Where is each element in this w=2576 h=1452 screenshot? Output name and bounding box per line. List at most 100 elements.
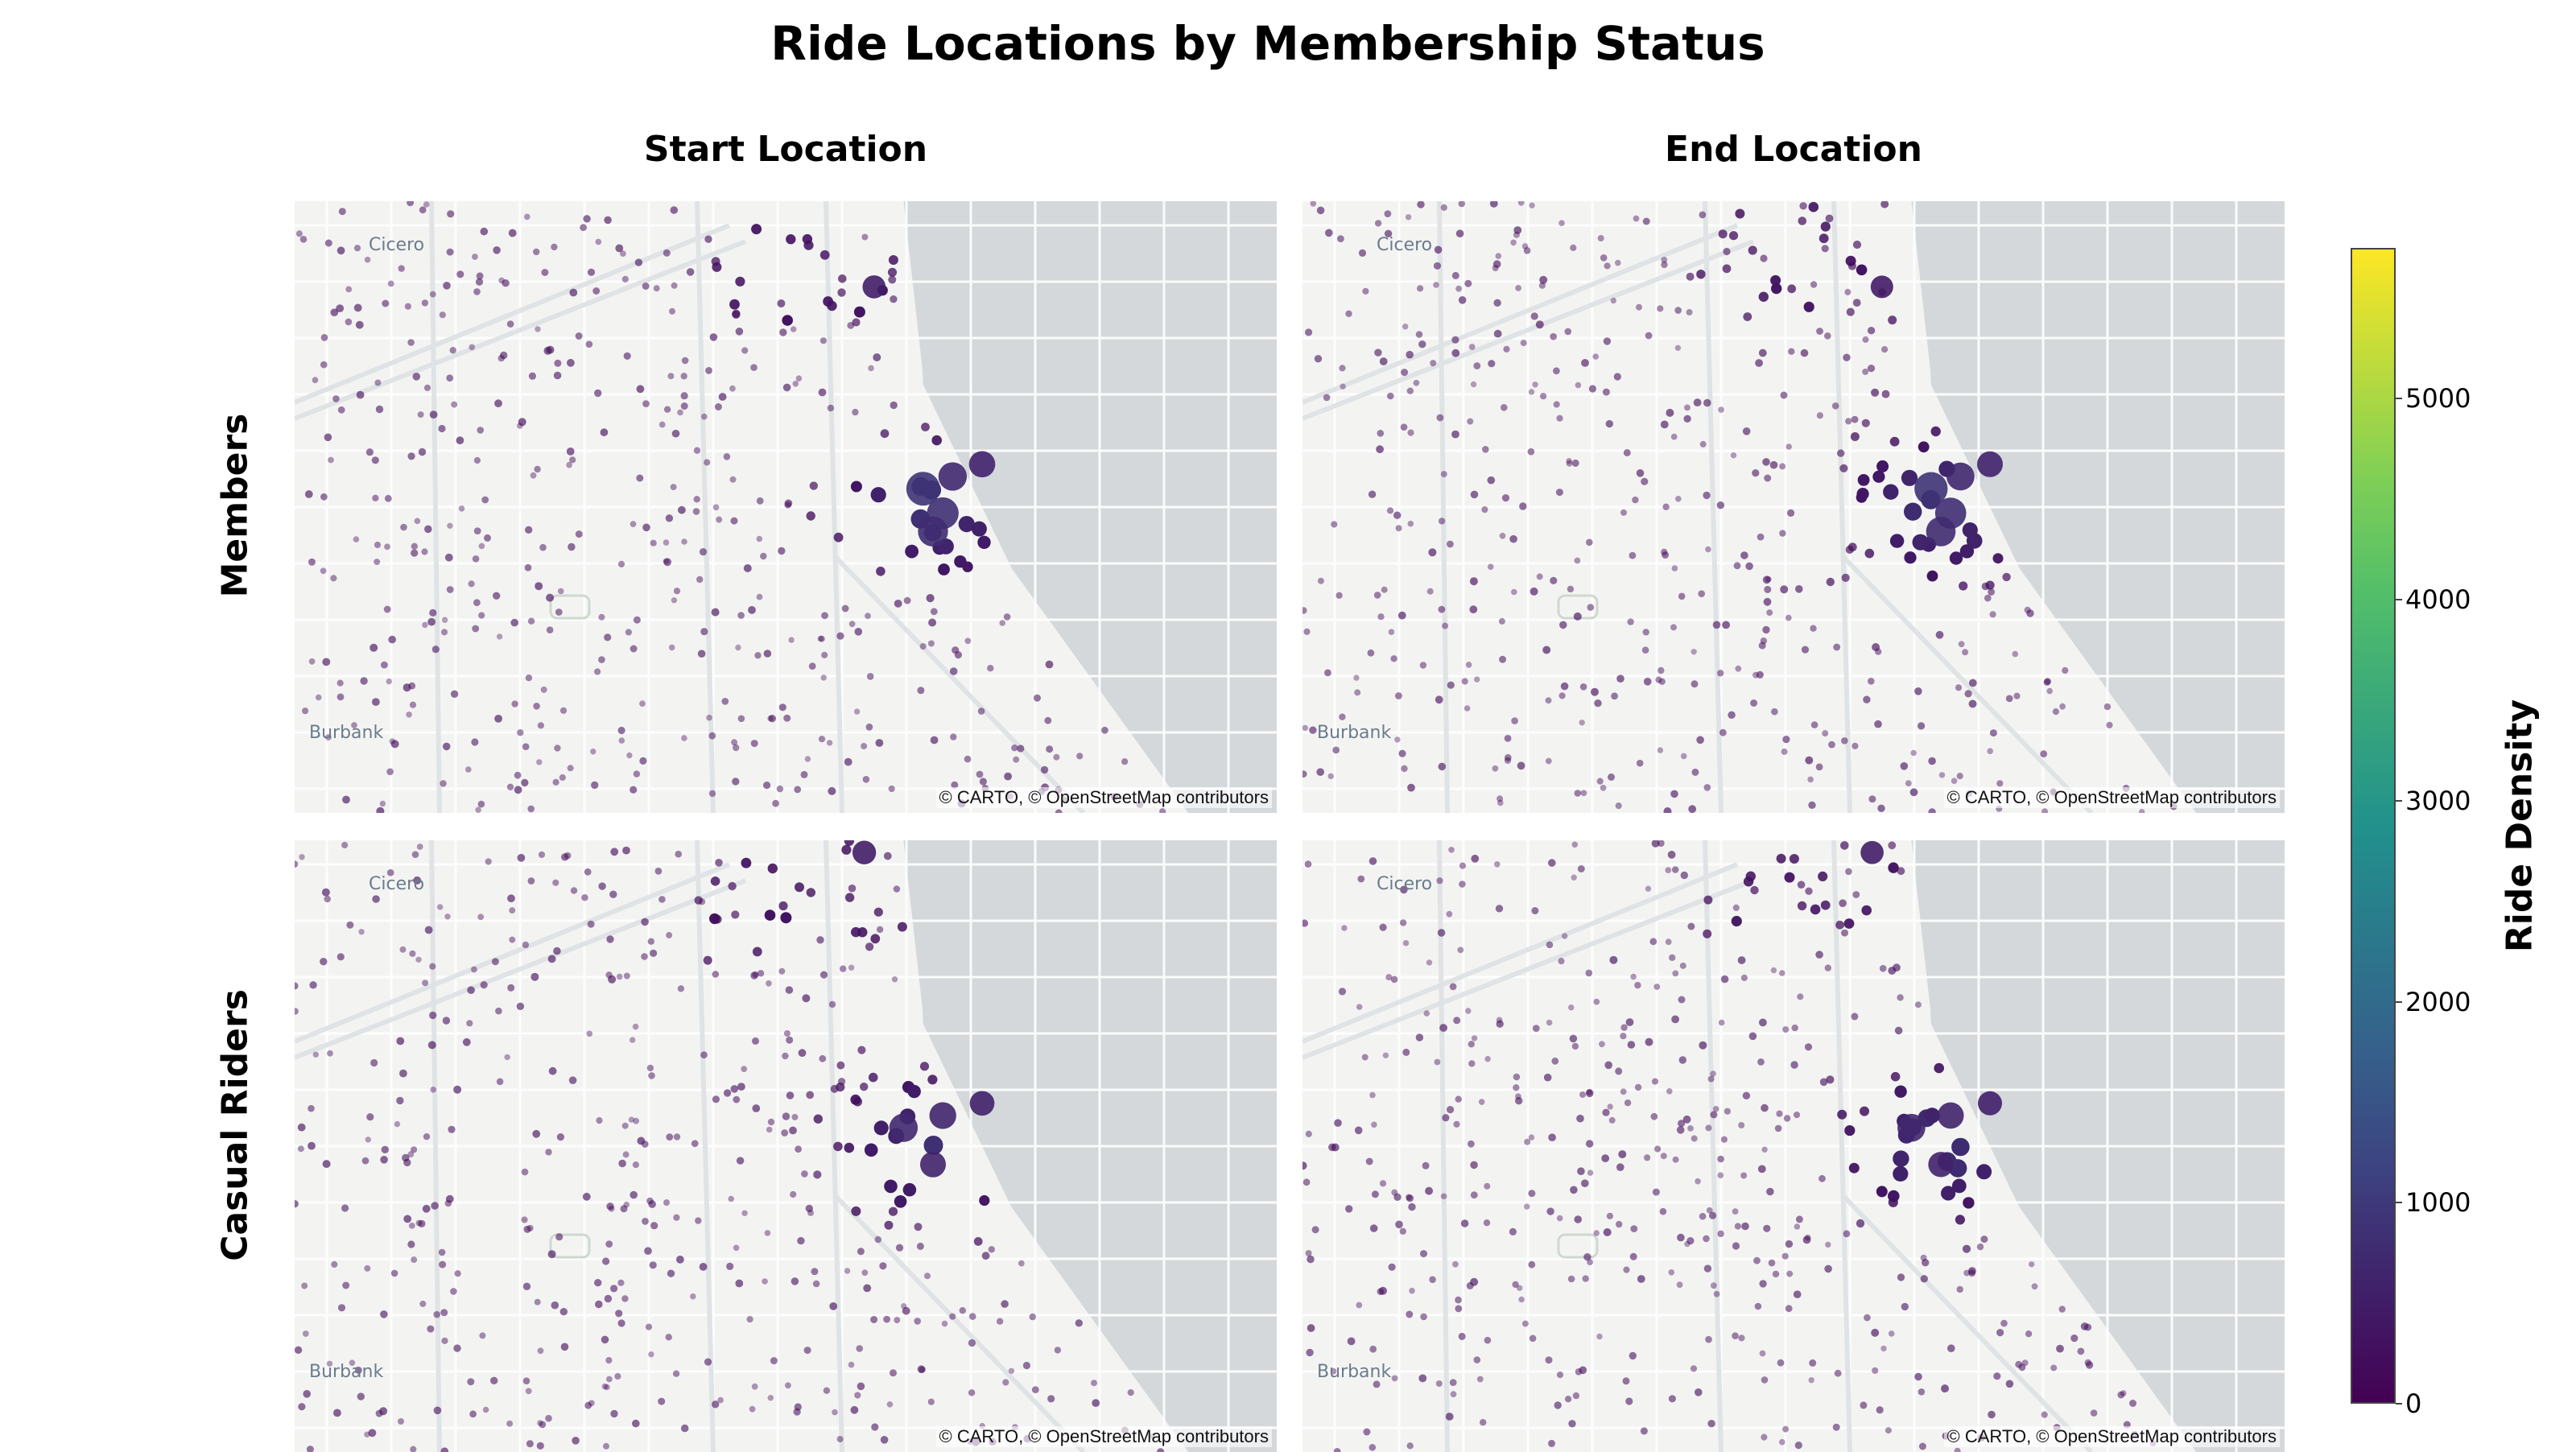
ride-point xyxy=(1592,353,1599,360)
ride-point xyxy=(400,947,407,953)
ride-point xyxy=(1047,1395,1055,1402)
ride-point xyxy=(1652,840,1660,848)
map-members-end[interactable]: Cicero Burbank © CARTO, © OpenStreetMap … xyxy=(1302,201,2285,813)
ride-point xyxy=(1759,1280,1766,1287)
ride-point xyxy=(433,1311,440,1318)
ride-point xyxy=(1847,308,1855,316)
ride-point xyxy=(938,563,950,575)
ride-point xyxy=(1004,773,1012,781)
ride-hotspot xyxy=(969,451,996,477)
ride-point xyxy=(889,255,898,265)
ride-point xyxy=(336,304,344,312)
ride-point xyxy=(784,1030,791,1037)
ride-point xyxy=(1408,1203,1415,1211)
ride-point xyxy=(450,1288,457,1295)
map-attribution[interactable]: © CARTO, © OpenStreetMap contributors xyxy=(1944,787,2280,808)
ride-point xyxy=(1770,461,1778,469)
ride-point xyxy=(1439,518,1445,524)
ride-point xyxy=(845,893,854,901)
ride-point xyxy=(1993,553,2004,563)
map-casual-end[interactable]: Cicero Burbank © CARTO, © OpenStreetMap … xyxy=(1302,840,2285,1452)
ride-point xyxy=(353,536,360,542)
ride-point xyxy=(1704,784,1711,791)
ride-point xyxy=(1471,1191,1478,1198)
ride-point xyxy=(622,847,630,855)
ride-point xyxy=(1988,1411,1996,1419)
ride-point xyxy=(1315,355,1322,362)
ride-point xyxy=(1795,1442,1802,1449)
ride-point xyxy=(1011,745,1018,751)
ride-point xyxy=(303,1390,311,1398)
ride-point xyxy=(1695,1388,1703,1396)
ride-point xyxy=(1990,729,1997,736)
ride-point xyxy=(1465,1008,1471,1013)
ride-point xyxy=(466,1020,473,1026)
map-casual-start[interactable]: Cicero Burbank © CARTO, © OpenStreetMap … xyxy=(295,840,1277,1452)
ride-point xyxy=(1833,644,1840,651)
ride-point xyxy=(430,291,436,298)
ride-point xyxy=(1957,773,1963,779)
ride-point xyxy=(1369,1444,1377,1451)
ride-point xyxy=(1128,1389,1134,1396)
ride-point xyxy=(1536,320,1544,328)
ride-point xyxy=(735,645,741,650)
ride-point xyxy=(1570,1035,1578,1043)
ride-point xyxy=(1645,886,1651,892)
ride-point xyxy=(1645,332,1653,340)
ride-point xyxy=(1661,421,1669,429)
ride-point xyxy=(583,215,590,222)
ride-point xyxy=(618,561,625,567)
ride-point xyxy=(928,619,936,627)
ride-point xyxy=(296,230,303,237)
ride-point xyxy=(561,1343,569,1351)
ride-point xyxy=(1735,209,1744,219)
ride-point xyxy=(504,1054,510,1060)
ride-point xyxy=(1339,714,1345,720)
map-attribution[interactable]: © CARTO, © OpenStreetMap contributors xyxy=(1944,1426,2280,1447)
ride-point xyxy=(453,1344,460,1351)
ride-point xyxy=(357,391,365,399)
ride-point xyxy=(2139,809,2145,813)
ride-point xyxy=(877,926,883,933)
ride-point xyxy=(1594,699,1601,707)
ride-point xyxy=(1311,201,1317,207)
ride-point xyxy=(1359,250,1366,257)
ride-point xyxy=(1825,964,1831,971)
ride-point xyxy=(507,320,514,328)
ride-point xyxy=(1642,646,1649,654)
ride-point xyxy=(1414,380,1420,386)
ride-point xyxy=(561,853,568,860)
ride-point xyxy=(802,994,810,1002)
ride-hotspot xyxy=(1871,275,1893,298)
ride-point xyxy=(1852,416,1859,423)
ride-point xyxy=(376,406,383,413)
ride-point xyxy=(547,626,554,633)
ride-point xyxy=(733,1245,740,1252)
ride-point xyxy=(1759,1019,1767,1027)
ride-point xyxy=(560,707,567,714)
ride-point xyxy=(1837,449,1844,456)
ride-point xyxy=(847,322,854,329)
ride-point xyxy=(307,1446,314,1452)
ride-point xyxy=(1471,491,1479,499)
ride-point xyxy=(1705,1336,1712,1343)
ride-point xyxy=(430,1087,436,1093)
ride-point xyxy=(1009,1368,1014,1374)
ride-point xyxy=(1641,478,1648,485)
ride-point xyxy=(783,715,791,722)
ride-point xyxy=(713,915,722,924)
ride-point xyxy=(1630,1253,1637,1260)
ride-point xyxy=(1738,1122,1744,1128)
ride-point xyxy=(712,257,720,266)
ride-point xyxy=(1471,382,1476,387)
ride-point xyxy=(1690,1365,1697,1372)
ride-point xyxy=(484,534,491,542)
map-members-start[interactable]: Cicero Burbank © CARTO, © OpenStreetMap … xyxy=(295,201,1277,813)
ride-point xyxy=(642,524,650,532)
map-attribution[interactable]: © CARTO, © OpenStreetMap contributors xyxy=(936,787,1272,808)
ride-point xyxy=(964,756,972,763)
ride-point xyxy=(1652,1079,1658,1085)
ride-point xyxy=(1868,327,1875,334)
ride-point xyxy=(1468,1141,1475,1148)
map-attribution[interactable]: © CARTO, © OpenStreetMap contributors xyxy=(936,1426,1272,1447)
